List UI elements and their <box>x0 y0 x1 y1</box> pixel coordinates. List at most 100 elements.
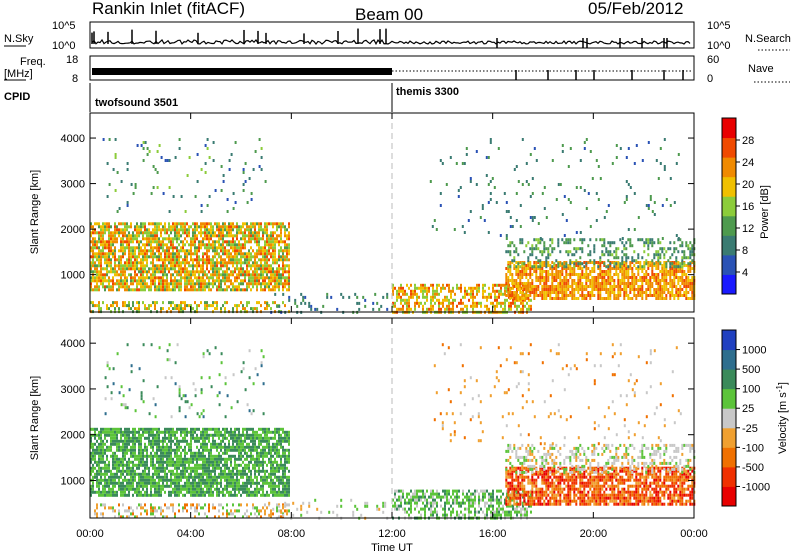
data-cell <box>114 234 116 238</box>
data-cell <box>168 490 170 494</box>
data-cell <box>168 493 170 497</box>
data-cell <box>110 246 112 250</box>
data-cell <box>98 240 100 244</box>
data-cell <box>663 273 666 276</box>
data-cell <box>440 301 442 305</box>
data-cell <box>90 301 92 305</box>
data-cell <box>577 276 580 279</box>
data-cell <box>144 288 146 292</box>
data-cell <box>593 259 596 263</box>
data-cell <box>96 270 98 274</box>
data-cell <box>110 237 112 241</box>
data-cell <box>184 481 186 485</box>
data-cell <box>126 427 128 431</box>
data-cell <box>268 243 270 247</box>
data-cell <box>222 304 224 308</box>
data-cell <box>559 285 562 288</box>
data-cell <box>657 259 660 263</box>
data-cell <box>625 276 628 279</box>
data-cell <box>140 288 142 292</box>
data-cell <box>278 222 280 226</box>
data-cell <box>174 225 176 229</box>
data-cell <box>691 276 694 279</box>
data-cell <box>200 168 203 171</box>
data-cell <box>643 241 646 245</box>
data-cell <box>124 493 126 497</box>
data-cell <box>148 243 150 247</box>
data-cell <box>587 192 590 195</box>
data-cell <box>533 267 536 270</box>
data-cell <box>188 304 190 308</box>
data-cell <box>270 270 272 274</box>
data-cell <box>130 276 132 280</box>
data-cell <box>517 276 520 279</box>
data-cell <box>651 267 654 270</box>
data-cell <box>663 247 666 251</box>
data-cell <box>202 255 204 259</box>
data-cell <box>198 276 200 280</box>
data-cell <box>222 279 224 283</box>
data-cell <box>130 451 132 455</box>
data-cell <box>182 493 184 497</box>
data-cell <box>653 241 656 245</box>
data-cell <box>92 451 94 455</box>
data-cell <box>242 183 245 186</box>
data-cell <box>210 243 212 247</box>
data-cell <box>134 276 136 280</box>
data-cell <box>470 292 472 296</box>
data-cell <box>170 433 172 437</box>
data-cell <box>434 292 436 296</box>
data-cell <box>218 276 220 280</box>
data-cell <box>404 301 406 305</box>
data-cell <box>196 279 198 283</box>
data-cell <box>621 288 624 291</box>
data-cell <box>398 286 400 290</box>
data-cell <box>272 249 274 253</box>
data-cell <box>581 285 584 288</box>
data-cell <box>132 481 134 485</box>
data-cell <box>633 192 636 195</box>
data-cell <box>220 255 222 259</box>
data-cell <box>541 270 544 273</box>
data-cell <box>180 460 182 464</box>
data-cell <box>110 472 112 476</box>
data-cell <box>599 285 602 288</box>
data-cell <box>671 279 674 282</box>
data-cell <box>444 295 446 299</box>
data-cell <box>106 222 108 226</box>
data-cell <box>162 454 164 458</box>
data-cell <box>478 283 480 287</box>
data-cell <box>116 460 118 464</box>
data-cell <box>234 267 236 271</box>
data-cell <box>140 258 142 262</box>
data-cell <box>272 222 274 226</box>
data-cell <box>517 264 520 267</box>
data-cell <box>144 237 146 241</box>
data-cell <box>677 294 680 297</box>
data-cell <box>202 258 204 262</box>
data-cell <box>182 463 184 467</box>
data-cell <box>168 433 170 437</box>
data-cell <box>128 267 130 271</box>
data-cell <box>476 304 478 308</box>
data-cell <box>122 234 124 238</box>
data-cell <box>286 243 288 247</box>
data-cell <box>400 289 402 293</box>
data-cell <box>629 285 632 288</box>
data-cell <box>204 243 206 247</box>
data-cell <box>250 282 252 286</box>
data-cell <box>108 264 110 268</box>
data-cell <box>224 228 226 232</box>
data-cell <box>92 445 94 449</box>
data-cell <box>108 243 110 247</box>
data-cell <box>507 210 510 213</box>
data-cell <box>146 451 148 455</box>
data-cell <box>683 253 686 257</box>
data-cell <box>581 276 584 279</box>
data-cell <box>158 222 160 226</box>
data-cell <box>244 237 246 241</box>
data-cell <box>505 237 508 240</box>
data-cell <box>138 252 140 256</box>
data-cell <box>184 430 186 434</box>
data-cell <box>174 493 176 497</box>
